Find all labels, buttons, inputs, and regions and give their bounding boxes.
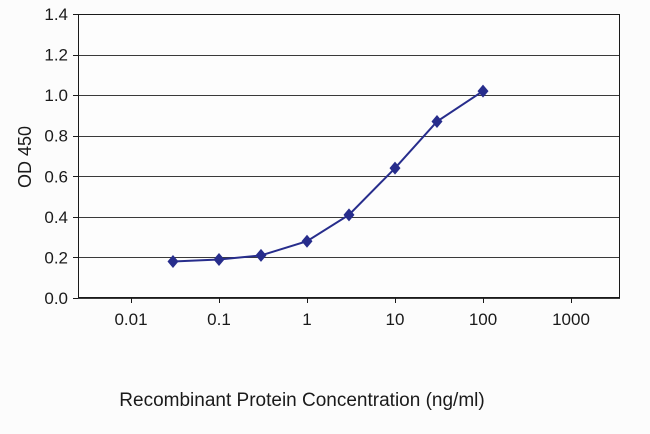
x-tick-label: 1000: [552, 310, 590, 329]
tick-labels: 0.0 0.2 0.4 0.6 0.8 1.0 1.2 1.4 0.01 0.1 1 10 100 100…: [44, 5, 590, 329]
y-tick-label: 0.8: [44, 127, 68, 146]
data-point-marker: [255, 248, 267, 262]
data-point-marker: [431, 115, 443, 129]
y-tick-label: 0.6: [44, 167, 68, 186]
y-tick-label: 0.0: [44, 289, 68, 308]
y-tick-label: 1.0: [44, 86, 68, 105]
x-tick-label: 100: [469, 310, 497, 329]
plot-border: [78, 14, 620, 298]
tick-marks: [73, 14, 572, 303]
series-line: [172, 90, 484, 263]
y-tick-label: 0.2: [44, 248, 68, 267]
data-point-marker: [301, 234, 313, 248]
y-tick-label: 1.2: [44, 46, 68, 65]
y-tick-label: 1.4: [44, 5, 68, 24]
x-axis-title: Recombinant Protein Concentration (ng/ml…: [119, 390, 485, 411]
plot-area: [78, 14, 620, 298]
y-axis-title: OD 450: [15, 125, 35, 189]
data-point-marker: [343, 208, 355, 222]
x-tick-label: 0.1: [207, 310, 231, 329]
y-tick-label: 0.4: [44, 208, 68, 227]
data-point-marker: [167, 254, 179, 268]
x-tick-label: 0.01: [114, 310, 147, 329]
data-point-marker: [389, 161, 401, 175]
data-point-marker: [213, 252, 225, 266]
data-point-marker: [477, 84, 489, 98]
x-tick-label: 10: [386, 310, 405, 329]
x-tick-label: 1: [302, 310, 311, 329]
